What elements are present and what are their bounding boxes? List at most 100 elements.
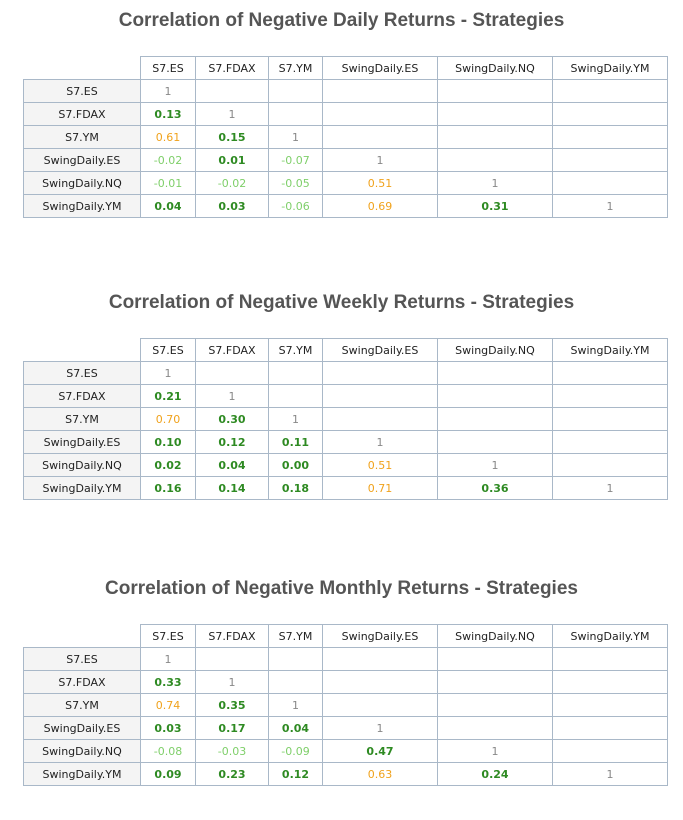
- empty-cell: [437, 693, 553, 717]
- column-header: SwingDaily.ES: [322, 624, 438, 648]
- column-header: SwingDaily.NQ: [437, 338, 553, 362]
- correlation-cell: 0.12: [268, 762, 323, 786]
- correlation-cell: 1: [195, 670, 269, 694]
- empty-cell: [195, 361, 269, 385]
- header-row: S7.ES S7.FDAX S7.YM SwingDaily.ES SwingDaily…: [23, 338, 668, 362]
- correlation-cell: 1: [437, 171, 553, 195]
- empty-cell: [552, 79, 668, 103]
- row-label: S7.YM: [23, 407, 141, 431]
- correlation-cell: 1: [140, 361, 196, 385]
- correlation-cell: -0.08: [140, 739, 196, 763]
- column-header: SwingDaily.YM: [552, 624, 668, 648]
- correlation-cell: 0.00: [268, 453, 323, 477]
- empty-cell: [552, 716, 668, 740]
- column-header: SwingDaily.YM: [552, 56, 668, 80]
- correlation-cell: 0.31: [437, 194, 553, 218]
- empty-cell: [437, 102, 553, 126]
- correlation-cell: -0.09: [268, 739, 323, 763]
- row-label: SwingDaily.YM: [23, 476, 141, 500]
- correlation-cell: 0.74: [140, 693, 196, 717]
- row-label: S7.ES: [23, 79, 141, 103]
- corner-cell: [23, 624, 141, 648]
- empty-cell: [437, 148, 553, 172]
- empty-cell: [268, 102, 323, 126]
- correlation-table: S7.ES S7.FDAX S7.YM SwingDaily.ES SwingDaily…: [23, 56, 668, 218]
- correlation-table: S7.ES S7.FDAX S7.YM SwingDaily.ES SwingDaily…: [23, 338, 668, 500]
- empty-cell: [437, 647, 553, 671]
- row-label: S7.FDAX: [23, 384, 141, 408]
- table-row: S7.ES 1: [23, 79, 668, 103]
- empty-cell: [552, 739, 668, 763]
- correlation-cell: 1: [437, 739, 553, 763]
- correlation-cell: 0.70: [140, 407, 196, 431]
- row-label: S7.YM: [23, 693, 141, 717]
- header-row: S7.ES S7.FDAX S7.YM SwingDaily.ES SwingDaily…: [23, 56, 668, 80]
- correlation-cell: 1: [268, 693, 323, 717]
- correlation-cell: 1: [322, 430, 438, 454]
- correlation-cell: 0.11: [268, 430, 323, 454]
- correlation-cell: 0.35: [195, 693, 269, 717]
- column-header: S7.FDAX: [195, 338, 269, 362]
- column-header: S7.YM: [268, 338, 323, 362]
- empty-cell: [268, 647, 323, 671]
- empty-cell: [322, 102, 438, 126]
- empty-cell: [437, 716, 553, 740]
- empty-cell: [552, 647, 668, 671]
- correlation-cell: 0.30: [195, 407, 269, 431]
- row-label: SwingDaily.NQ: [23, 171, 141, 195]
- correlation-cell: 0.12: [195, 430, 269, 454]
- empty-cell: [195, 79, 269, 103]
- column-header: S7.YM: [268, 56, 323, 80]
- empty-cell: [552, 384, 668, 408]
- empty-cell: [437, 430, 553, 454]
- correlation-cell: 1: [268, 125, 323, 149]
- empty-cell: [552, 361, 668, 385]
- table-row: SwingDaily.ES -0.02 0.01 -0.07 1: [23, 148, 668, 172]
- table-title: Correlation of Negative Daily Returns - …: [118, 10, 565, 31]
- correlation-cell: 1: [140, 647, 196, 671]
- correlation-cell: 1: [552, 476, 668, 500]
- empty-cell: [322, 384, 438, 408]
- table-section: Correlation of Negative Weekly Returns -…: [0, 290, 683, 500]
- correlation-cell: -0.03: [195, 739, 269, 763]
- empty-cell: [322, 670, 438, 694]
- table-row: SwingDaily.ES 0.03 0.17 0.04 1: [23, 716, 668, 740]
- row-label: S7.ES: [23, 361, 141, 385]
- empty-cell: [552, 430, 668, 454]
- correlation-cell: 0.36: [437, 476, 553, 500]
- empty-cell: [268, 670, 323, 694]
- empty-cell: [322, 125, 438, 149]
- correlation-cell: 0.24: [437, 762, 553, 786]
- correlation-cell: 0.51: [322, 453, 438, 477]
- correlation-cell: 0.09: [140, 762, 196, 786]
- row-label: SwingDaily.ES: [23, 430, 141, 454]
- empty-cell: [552, 407, 668, 431]
- correlation-cell: -0.02: [195, 171, 269, 195]
- empty-cell: [552, 670, 668, 694]
- correlation-cell: 0.69: [322, 194, 438, 218]
- table-row: S7.FDAX 0.13 1: [23, 102, 668, 126]
- column-header: S7.ES: [140, 338, 196, 362]
- header-row: S7.ES S7.FDAX S7.YM SwingDaily.ES SwingDaily…: [23, 624, 668, 648]
- correlation-cell: 0.47: [322, 739, 438, 763]
- correlation-cell: 1: [552, 762, 668, 786]
- row-label: SwingDaily.ES: [23, 148, 141, 172]
- empty-cell: [195, 647, 269, 671]
- table-row: SwingDaily.NQ -0.08 -0.03 -0.09 0.47 1: [23, 739, 668, 763]
- table-row: SwingDaily.YM 0.04 0.03 -0.06 0.69 0.31 1: [23, 194, 668, 218]
- empty-cell: [268, 79, 323, 103]
- correlation-cell: -0.06: [268, 194, 323, 218]
- correlation-cell: 0.51: [322, 171, 438, 195]
- table-row: S7.YM 0.70 0.30 1: [23, 407, 668, 431]
- column-header: S7.ES: [140, 624, 196, 648]
- correlation-cell: 0.03: [140, 716, 196, 740]
- table-row: SwingDaily.YM 0.09 0.23 0.12 0.63 0.24 1: [23, 762, 668, 786]
- table-row: S7.YM 0.61 0.15 1: [23, 125, 668, 149]
- column-header: S7.FDAX: [195, 624, 269, 648]
- table-row: S7.YM 0.74 0.35 1: [23, 693, 668, 717]
- correlation-cell: 0.03: [195, 194, 269, 218]
- column-header: SwingDaily.ES: [322, 56, 438, 80]
- correlation-cell: 0.13: [140, 102, 196, 126]
- empty-cell: [322, 407, 438, 431]
